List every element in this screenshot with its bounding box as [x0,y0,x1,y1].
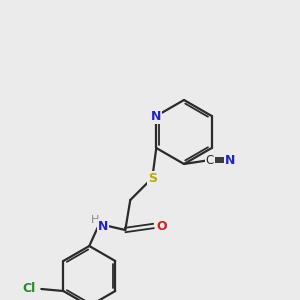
Text: O: O [156,220,166,232]
Text: N: N [151,110,161,122]
Text: C: C [206,154,214,166]
Text: S: S [148,172,157,184]
Text: H: H [91,215,100,225]
Text: Cl: Cl [22,283,35,296]
Text: N: N [98,220,109,232]
Text: N: N [225,154,235,166]
